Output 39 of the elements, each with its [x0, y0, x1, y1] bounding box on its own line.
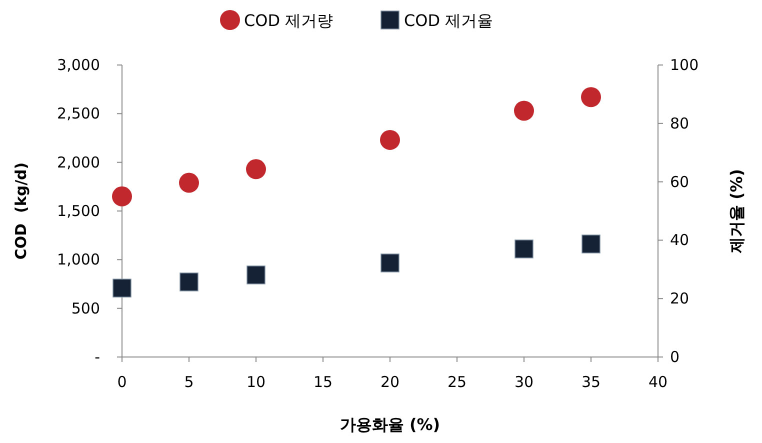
x-tick-label: 25 — [447, 373, 467, 391]
x-tick-label: 35 — [581, 373, 601, 391]
point — [581, 87, 601, 108]
x-tick-label: 5 — [184, 373, 194, 391]
y2-tick-label: 60 — [670, 172, 690, 191]
y-axis-title: COD (kg/d) — [12, 162, 30, 260]
y2-axis-title: 제거율 (%) — [727, 168, 746, 254]
x-tick-label: 40 — [648, 373, 668, 391]
x-tick-label: 10 — [246, 373, 266, 391]
point — [514, 240, 534, 258]
x-tick-label: 0 — [117, 373, 127, 391]
legend-label: COD 제거량 — [244, 11, 334, 30]
point — [246, 159, 266, 180]
point — [112, 278, 132, 298]
point — [180, 272, 198, 292]
point — [246, 266, 266, 284]
y2-tick-label: 0 — [670, 348, 680, 366]
y-tick-label: 2,000 — [57, 153, 100, 172]
y-tick-label: 500 — [71, 299, 100, 318]
x-axis-title: 가용화율 (%) — [340, 415, 440, 434]
y-tick-label: - — [94, 348, 100, 366]
y2-tick-label: 80 — [670, 114, 690, 132]
y-tick-label: 3,000 — [57, 56, 100, 74]
y-tick-label: 1,000 — [57, 250, 100, 269]
y2-tick-label: 100 — [670, 56, 699, 74]
point — [514, 100, 534, 121]
point — [380, 130, 400, 150]
point — [112, 186, 132, 206]
point — [380, 254, 400, 272]
legend-label: COD 제거율 — [404, 11, 494, 30]
y2-tick-label: 40 — [670, 231, 690, 250]
point — [582, 234, 600, 254]
x-tick-label: 30 — [514, 373, 534, 391]
x-tick-label: 20 — [380, 373, 400, 391]
point — [179, 172, 199, 193]
y-tick-label: 1,500 — [57, 202, 100, 220]
x-tick-label: 15 — [313, 373, 333, 391]
y-tick-label: 2,500 — [57, 104, 100, 123]
y2-tick-label: 20 — [670, 290, 690, 308]
